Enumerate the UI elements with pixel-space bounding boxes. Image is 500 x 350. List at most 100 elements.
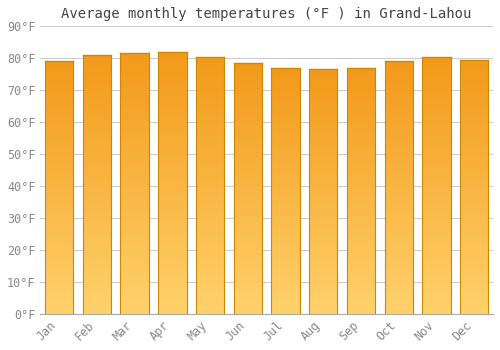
Bar <box>347 235 375 238</box>
Bar <box>83 153 111 156</box>
Bar <box>272 262 299 265</box>
Bar <box>83 89 111 91</box>
Bar <box>45 147 74 150</box>
Bar <box>234 151 262 153</box>
Bar <box>272 279 299 282</box>
Bar <box>45 246 74 248</box>
Bar <box>120 238 149 241</box>
Bar <box>158 80 186 83</box>
Bar <box>422 72 450 75</box>
Bar <box>347 292 375 294</box>
Bar <box>83 236 111 239</box>
Bar <box>384 183 413 185</box>
Bar <box>460 281 488 284</box>
Bar <box>422 226 450 229</box>
Bar <box>120 282 149 285</box>
Bar <box>272 134 299 137</box>
Bar <box>45 160 74 162</box>
Bar <box>234 128 262 131</box>
Bar <box>272 265 299 267</box>
Bar <box>196 214 224 216</box>
Bar <box>347 257 375 260</box>
Bar <box>422 262 450 265</box>
Bar <box>272 304 299 307</box>
Bar <box>83 244 111 247</box>
Bar <box>83 226 111 229</box>
Bar <box>45 243 74 246</box>
Bar <box>384 132 413 135</box>
Bar <box>272 292 299 294</box>
Bar <box>196 124 224 126</box>
Bar <box>309 196 338 199</box>
Bar <box>120 147 149 150</box>
Bar <box>83 203 111 205</box>
Bar <box>83 288 111 290</box>
Bar <box>272 83 299 85</box>
Bar <box>196 188 224 190</box>
Bar <box>309 265 338 267</box>
Bar <box>272 161 299 164</box>
Bar <box>347 196 375 198</box>
Bar <box>234 65 262 68</box>
Bar <box>384 203 413 205</box>
Bar <box>272 260 299 262</box>
Bar <box>384 82 413 84</box>
Bar <box>83 290 111 293</box>
Bar <box>460 197 488 199</box>
Bar <box>45 238 74 241</box>
Bar <box>120 145 149 147</box>
Bar <box>234 254 262 256</box>
Bar <box>120 87 149 90</box>
Bar <box>460 151 488 154</box>
Bar <box>460 245 488 248</box>
Bar <box>384 173 413 175</box>
Bar <box>196 90 224 93</box>
Bar <box>196 244 224 247</box>
Bar <box>347 107 375 110</box>
Bar <box>234 301 262 304</box>
Bar <box>158 172 186 175</box>
Bar <box>460 116 488 118</box>
Bar <box>309 160 338 162</box>
Bar <box>272 186 299 188</box>
Bar <box>83 73 111 76</box>
Bar <box>309 199 338 202</box>
Bar <box>460 250 488 253</box>
Bar <box>272 90 299 92</box>
Bar <box>45 177 74 180</box>
Bar <box>460 98 488 100</box>
Bar <box>347 119 375 122</box>
Bar <box>309 206 338 209</box>
Bar <box>384 233 413 236</box>
Bar <box>120 74 149 77</box>
Bar <box>45 145 74 147</box>
Bar <box>347 312 375 314</box>
Bar <box>196 224 224 226</box>
Bar <box>83 140 111 143</box>
Bar <box>234 299 262 301</box>
Bar <box>347 183 375 186</box>
Bar <box>45 268 74 271</box>
Bar <box>460 199 488 202</box>
Bar <box>120 170 149 173</box>
Bar <box>45 253 74 256</box>
Bar <box>309 248 338 250</box>
Bar <box>120 212 149 215</box>
Bar <box>45 61 74 64</box>
Bar <box>460 217 488 220</box>
Bar <box>309 262 338 265</box>
Bar <box>196 267 224 270</box>
Bar <box>83 57 111 60</box>
Bar <box>196 293 224 296</box>
Bar <box>384 271 413 273</box>
Bar <box>347 154 375 156</box>
Bar <box>234 156 262 158</box>
Bar <box>309 270 338 272</box>
Bar <box>384 218 413 220</box>
Bar <box>272 144 299 147</box>
Bar <box>120 257 149 259</box>
Bar <box>83 195 111 197</box>
Bar <box>422 149 450 152</box>
Bar <box>196 275 224 278</box>
Bar <box>347 228 375 230</box>
